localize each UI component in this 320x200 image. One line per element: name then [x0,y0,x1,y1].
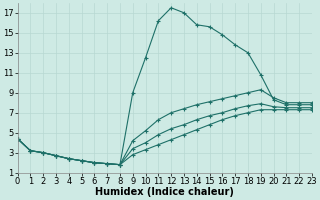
X-axis label: Humidex (Indice chaleur): Humidex (Indice chaleur) [95,187,234,197]
